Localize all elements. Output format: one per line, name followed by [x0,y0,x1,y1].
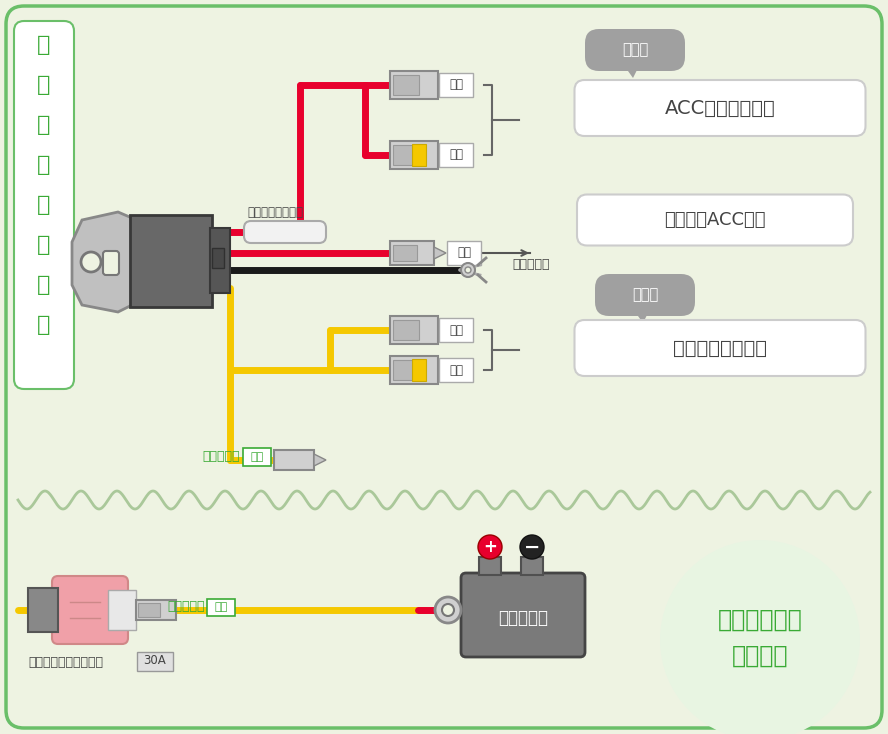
Circle shape [660,540,860,734]
Bar [521,557,543,575]
Text: 車両側のACC線へ: 車両側のACC線へ [664,211,765,229]
Bar [390,71,438,99]
Text: オス: オス [457,247,471,260]
Circle shape [478,535,502,559]
Bar [393,245,417,261]
Bar [412,144,426,166]
Bar [390,141,438,169]
Text: 品: 品 [37,115,51,135]
Text: に: に [37,155,51,175]
FancyBboxPatch shape [103,251,119,275]
FancyBboxPatch shape [577,195,853,245]
Bar [390,316,438,344]
Bar [412,359,426,381]
Text: メス: メス [449,324,463,336]
Text: −: − [524,537,540,556]
Bar [390,241,434,265]
Bar [108,590,136,630]
Text: 装: 装 [37,75,51,95]
Bar [479,557,501,575]
Polygon shape [434,247,446,259]
Text: ACC電源が取れる: ACC電源が取れる [664,98,775,117]
Polygon shape [633,309,650,323]
Bar [393,145,419,165]
Bar [138,603,160,617]
Circle shape [465,267,471,273]
Circle shape [461,263,475,277]
Text: +: + [483,538,497,556]
FancyBboxPatch shape [6,6,882,728]
FancyBboxPatch shape [14,21,74,389]
Text: バッテリー: バッテリー [498,609,548,627]
Text: メス: メス [214,602,227,612]
Bar [28,588,58,632]
Text: な: な [37,235,51,255]
FancyBboxPatch shape [575,80,866,136]
Bar [393,75,419,95]
FancyBboxPatch shape [243,448,271,466]
Text: ギボシ端子: ギボシ端子 [202,449,240,462]
FancyBboxPatch shape [439,318,473,342]
FancyBboxPatch shape [575,320,866,376]
Text: 側: 側 [37,315,51,335]
FancyBboxPatch shape [439,143,473,167]
Bar [393,360,419,380]
Circle shape [442,604,454,616]
Text: クワ型端子: クワ型端子 [512,258,550,272]
Text: メス: メス [449,363,463,377]
Text: バッテリーに: バッテリーに [718,608,803,632]
FancyBboxPatch shape [52,576,128,644]
Text: つ: つ [37,195,51,215]
Bar [212,248,224,268]
FancyBboxPatch shape [137,652,173,671]
FancyBboxPatch shape [595,274,695,316]
Text: 常時電源が取れる: 常時電源が取れる [673,338,767,357]
Text: メス: メス [449,79,463,92]
FancyBboxPatch shape [461,573,585,657]
Bar [136,600,176,620]
Text: ヒューズホルダー: ヒューズホルダー [247,206,303,219]
Text: ギボシ端子: ギボシ端子 [168,600,205,614]
FancyBboxPatch shape [447,241,481,265]
Bar [210,228,230,293]
Text: つなぐ側: つなぐ側 [732,644,789,668]
Polygon shape [314,454,326,466]
Circle shape [435,597,461,623]
Text: オス: オス [250,452,264,462]
Text: 30A: 30A [144,655,166,667]
Text: スローブローヒューズ: スローブローヒューズ [28,655,103,669]
Bar [393,320,419,340]
Polygon shape [623,64,640,78]
Bar [390,356,438,384]
Text: メス: メス [449,148,463,161]
Text: 大容量: 大容量 [632,288,658,302]
FancyBboxPatch shape [207,599,235,616]
Polygon shape [72,212,132,312]
Text: 大容量: 大容量 [622,43,648,57]
Circle shape [520,535,544,559]
FancyBboxPatch shape [439,358,473,382]
Text: ぐ: ぐ [37,275,51,295]
FancyBboxPatch shape [439,73,473,97]
Text: 電: 電 [37,35,51,55]
Bar [274,450,314,470]
FancyBboxPatch shape [244,221,326,243]
Circle shape [81,252,101,272]
FancyBboxPatch shape [585,29,685,71]
Bar [130,215,212,307]
